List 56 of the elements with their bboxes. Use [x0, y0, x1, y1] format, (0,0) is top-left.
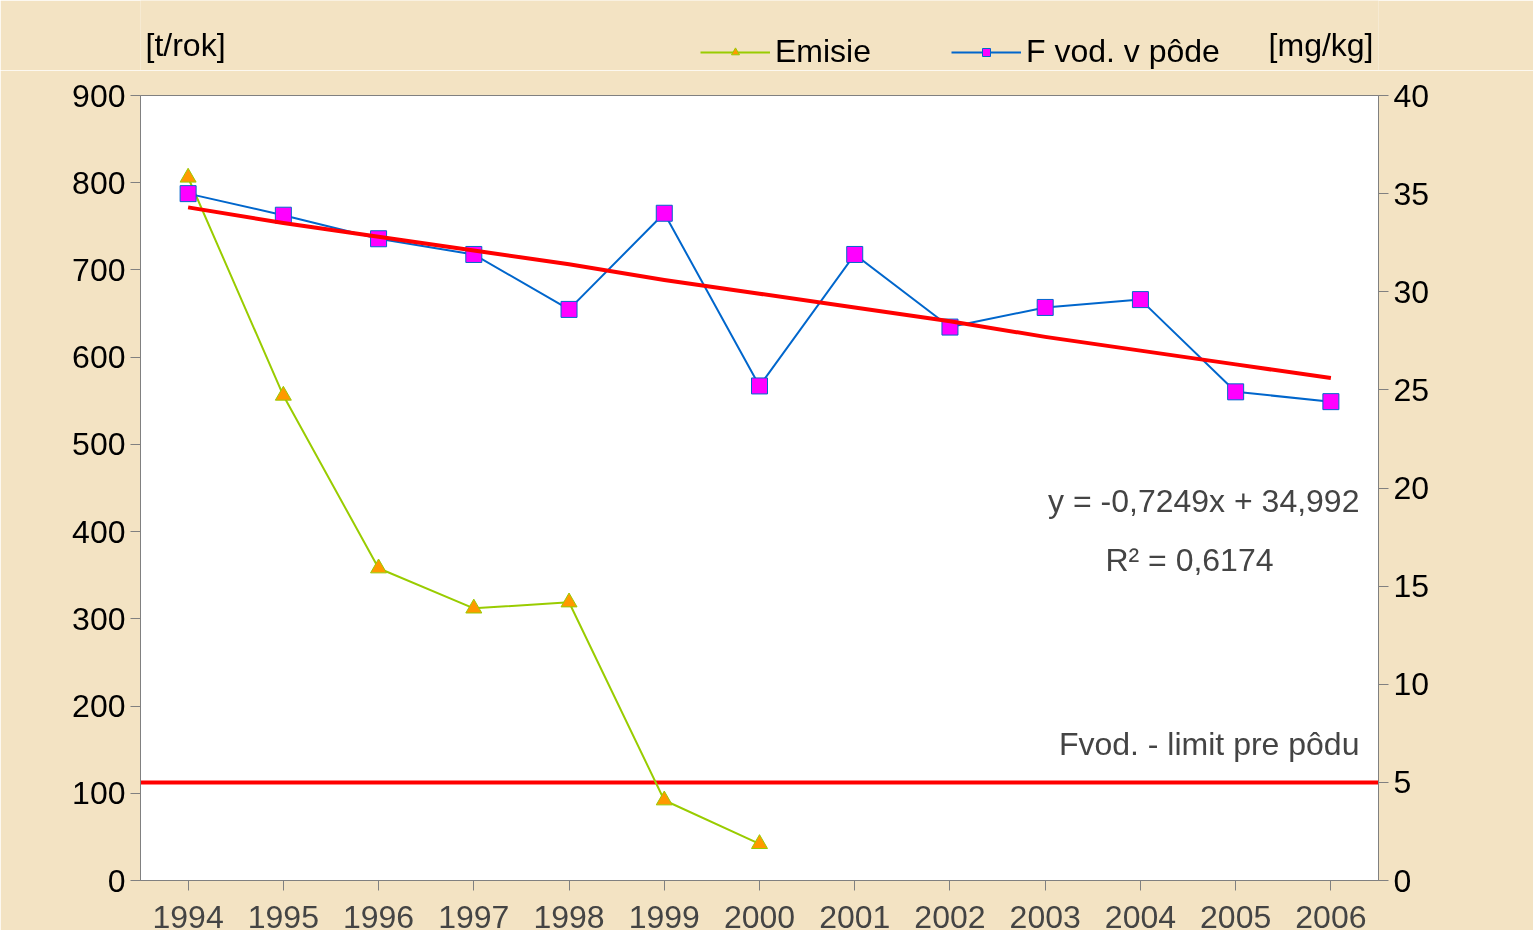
y-tick-label: 600 — [72, 339, 126, 376]
legend-label: F vod. v pôde — [1026, 33, 1220, 70]
x-tick-label: 2001 — [819, 898, 891, 935]
x-tick-label: 1999 — [628, 898, 700, 935]
y-tick-label: 300 — [72, 600, 126, 637]
point — [179, 185, 197, 203]
point — [751, 377, 768, 395]
x-tick-label: 1995 — [247, 898, 319, 935]
point — [1131, 291, 1149, 309]
x-tick-label: 1994 — [152, 898, 224, 935]
y-tick-label: 400 — [72, 513, 126, 550]
point — [1322, 393, 1340, 411]
y2-tick-label: 25 — [1393, 371, 1430, 408]
y-tick-label: 500 — [72, 426, 126, 463]
y2-tick-label: 5 — [1393, 764, 1412, 801]
point — [560, 300, 578, 318]
ref-line-label: Fvod. - limit pre pôdu — [1058, 726, 1360, 763]
y-tick-label: 100 — [72, 775, 126, 812]
y2-tick-label: 0 — [1393, 862, 1412, 899]
point — [370, 558, 388, 574]
legend-label: Emisie — [775, 33, 872, 70]
point — [465, 598, 483, 614]
y-tick-label: 0 — [107, 862, 126, 899]
point — [179, 167, 197, 183]
point — [560, 592, 578, 608]
x-tick-label: 2002 — [914, 898, 986, 935]
point — [1036, 298, 1054, 316]
y-tick-label: 200 — [72, 688, 126, 725]
y2-tick-label: 35 — [1393, 175, 1430, 212]
point — [846, 245, 864, 263]
y2-tick-label: 40 — [1393, 77, 1430, 114]
x-tick-label: 2006 — [1295, 898, 1367, 935]
annotation: R² = 0,6174 — [1105, 542, 1274, 579]
y-axis-title: [t/rok] — [145, 26, 226, 63]
y-tick-label: 700 — [72, 251, 126, 288]
point — [655, 790, 673, 806]
x-tick-label: 1997 — [438, 898, 510, 935]
x-tick-label: 2005 — [1200, 898, 1272, 935]
point — [655, 204, 673, 222]
y2-tick-label: 15 — [1393, 568, 1430, 605]
x-tick-label: 1996 — [342, 898, 415, 935]
point — [751, 834, 768, 849]
y2-tick-label: 10 — [1393, 666, 1430, 703]
y2-tick-label: 20 — [1393, 470, 1430, 506]
y-tick-label: 900 — [72, 77, 126, 114]
point — [274, 385, 292, 401]
annotation: y = -0,7249x + 34,992 — [1048, 483, 1360, 520]
y2-axis-title: [mg/kg] — [1268, 26, 1374, 63]
line-series — [186, 205, 1333, 381]
x-tick-label: 1998 — [533, 898, 605, 935]
x-tick-label: 2004 — [1104, 898, 1177, 935]
x-tick-label: 2000 — [723, 898, 796, 935]
point — [1227, 383, 1245, 401]
y2-tick-label: 30 — [1393, 273, 1430, 310]
x-tick-label: 2003 — [1009, 898, 1081, 935]
y-tick-label: 800 — [72, 164, 126, 201]
